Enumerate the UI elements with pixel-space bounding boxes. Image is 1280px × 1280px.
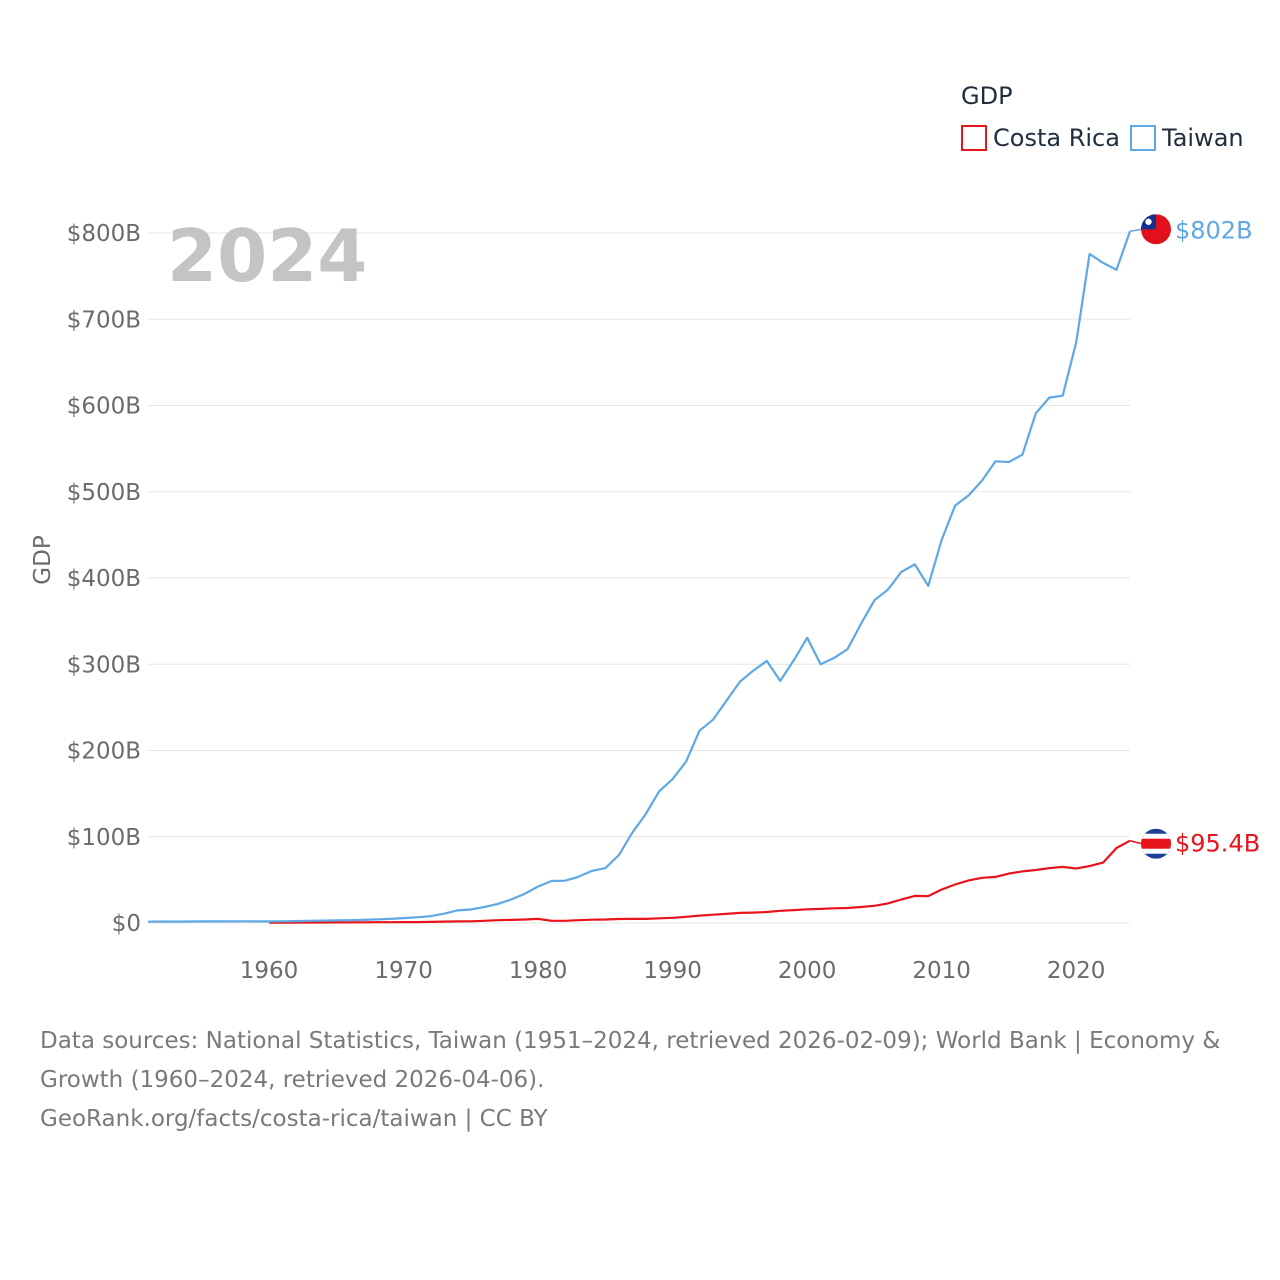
footer: Data sources: National Statistics, Taiwa…	[40, 1022, 1240, 1139]
y-tick-label: $0	[112, 911, 141, 937]
end-label-costa-rica: $95.4B	[1175, 830, 1260, 858]
y-tick-label: $300B	[67, 652, 141, 678]
taiwan-flag-icon	[1141, 214, 1171, 245]
end-labels: $95.4B $802B	[1129, 214, 1260, 859]
end-connector	[1129, 839, 1143, 845]
source-link[interactable]: GeoRank.org/facts/costa-rica/taiwan | CC…	[40, 1106, 548, 1132]
end-connector	[1129, 228, 1143, 233]
costa-rica-flag-icon	[1141, 828, 1171, 859]
x-tick-label: 2000	[778, 958, 837, 984]
y-axis-ticks: $0 $100B $200B $300B $400B $500B $600B $700B $80…	[67, 221, 141, 937]
x-tick-label: 1970	[374, 958, 433, 984]
y-tick-label: $800B	[67, 221, 141, 247]
y-tick-label: $600B	[67, 394, 141, 420]
legend-label-costa-rica[interactable]: Costa Rica	[993, 124, 1120, 152]
legend-swatch-costa-rica[interactable]	[961, 125, 987, 151]
legend-label-taiwan[interactable]: Taiwan	[1161, 124, 1244, 152]
y-tick-label: $100B	[67, 825, 141, 851]
y-tick-label: $700B	[67, 307, 141, 333]
y-axis-title: GDP	[30, 535, 56, 585]
y-tick-label: $200B	[67, 739, 141, 765]
legend-swatch-taiwan[interactable]	[1130, 125, 1156, 151]
x-tick-label: 1960	[240, 958, 299, 984]
x-tick-label: 2010	[912, 958, 971, 984]
legend-title: GDP	[961, 82, 1013, 110]
grid-lines	[148, 232, 1130, 924]
year-label: 2024	[167, 214, 367, 298]
y-tick-label: $400B	[67, 566, 141, 592]
legend: GDP Costa Rica Taiwan	[961, 82, 1244, 152]
series-lines	[147, 230, 1132, 924]
data-sources-text: Data sources: National Statistics, Taiwa…	[40, 1028, 1221, 1093]
x-tick-label: 2020	[1047, 958, 1106, 984]
series-line-costa-rica[interactable]	[269, 839, 1131, 924]
x-tick-label: 1980	[509, 958, 568, 984]
x-axis-ticks: 1960 1970 1980 1990 2000 2010 2020	[240, 958, 1106, 984]
x-tick-label: 1990	[643, 958, 702, 984]
series-line-taiwan[interactable]	[147, 230, 1132, 923]
end-label-taiwan: $802B	[1175, 216, 1253, 244]
y-tick-label: $500B	[67, 480, 141, 506]
chart: $0 $100B $200B $300B $400B $500B $600B $700B $80…	[30, 82, 1260, 984]
